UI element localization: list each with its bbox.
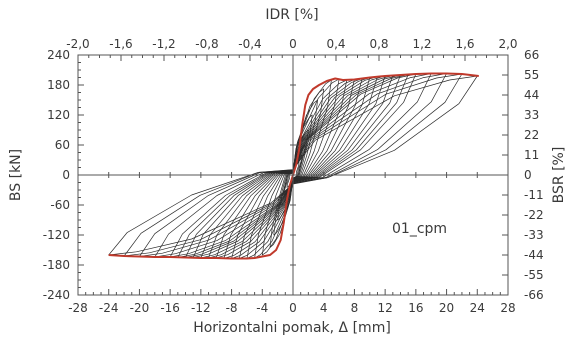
y-tick-label: -120: [43, 228, 70, 242]
x-tick-label: -12: [191, 301, 211, 315]
y2-tick-label: -55: [524, 268, 544, 282]
y-tick-label: -60: [50, 198, 70, 212]
y2-tick-label: 22: [524, 128, 539, 142]
y2-tick-label: -33: [524, 228, 544, 242]
x-tick-label: 28: [500, 301, 515, 315]
x2-tick-label: 1,2: [412, 37, 431, 51]
x2-tick-label: -2,0: [66, 37, 89, 51]
y2-tick-label: 55: [524, 68, 539, 82]
y2-axis-title: BSR [%]: [551, 147, 567, 204]
x-tick-label: -24: [99, 301, 119, 315]
x2-tick-label: -1,6: [109, 37, 132, 51]
x-tick-label: -8: [226, 301, 238, 315]
y2-tick-label: 66: [524, 48, 539, 62]
x-tick-label: 20: [439, 301, 454, 315]
y2-tick-label: 0: [524, 168, 532, 182]
y-tick-label: -180: [43, 258, 70, 272]
x2-axis-title: IDR [%]: [265, 7, 318, 23]
x-tick-label: 12: [378, 301, 393, 315]
x-tick-label: 4: [320, 301, 328, 315]
x2-tick-label: 1,6: [455, 37, 474, 51]
ticks: -28 -24 -20 -16 -12 -8 -4 0 4 8 12 16 20 24 28 -2,0 -1,6…: [43, 37, 544, 315]
envelope-curves: [108, 72, 479, 260]
y-tick-label: 180: [47, 78, 70, 92]
x-tick-label: 24: [470, 301, 485, 315]
y-tick-label: 60: [55, 138, 70, 152]
y-tick-label: 240: [47, 48, 70, 62]
x2-tick-label: -0,8: [195, 37, 218, 51]
envelope-negative: [108, 174, 294, 260]
y-tick-label: -240: [43, 288, 70, 302]
x2-tick-label: -0,4: [238, 37, 261, 51]
x-tick-label: -4: [256, 301, 268, 315]
y-tick-label: 120: [47, 108, 70, 122]
x2-tick-label: -1,2: [152, 37, 175, 51]
y2-tick-label: -44: [524, 248, 544, 262]
envelope-positive: [292, 72, 479, 176]
y2-tick-label: 44: [524, 88, 539, 102]
y2-tick-label: 11: [524, 148, 539, 162]
x-tick-label: -20: [130, 301, 150, 315]
x2-tick-label: 0,8: [369, 37, 388, 51]
x-tick-label: 0: [289, 301, 297, 315]
y2-tick-label: 33: [524, 108, 539, 122]
x-tick-label: -16: [160, 301, 180, 315]
x2-tick-label: 2,0: [498, 37, 517, 51]
specimen-annotation: 01_cpm: [392, 221, 447, 237]
x-tick-label: -28: [68, 301, 88, 315]
y2-tick-label: -22: [524, 208, 544, 222]
x2-tick-label: 0,4: [326, 37, 345, 51]
y-tick-label: 0: [62, 168, 70, 182]
x-tick-label: 16: [408, 301, 423, 315]
y2-tick-label: -11: [524, 188, 544, 202]
x-axis-title: Horizontalni pomak, Δ [mm]: [193, 320, 391, 336]
x-tick-label: 8: [351, 301, 359, 315]
x2-tick-label: 0: [289, 37, 297, 51]
y2-tick-label: -66: [524, 288, 544, 302]
y-axis-title: BS [kN]: [8, 149, 24, 201]
